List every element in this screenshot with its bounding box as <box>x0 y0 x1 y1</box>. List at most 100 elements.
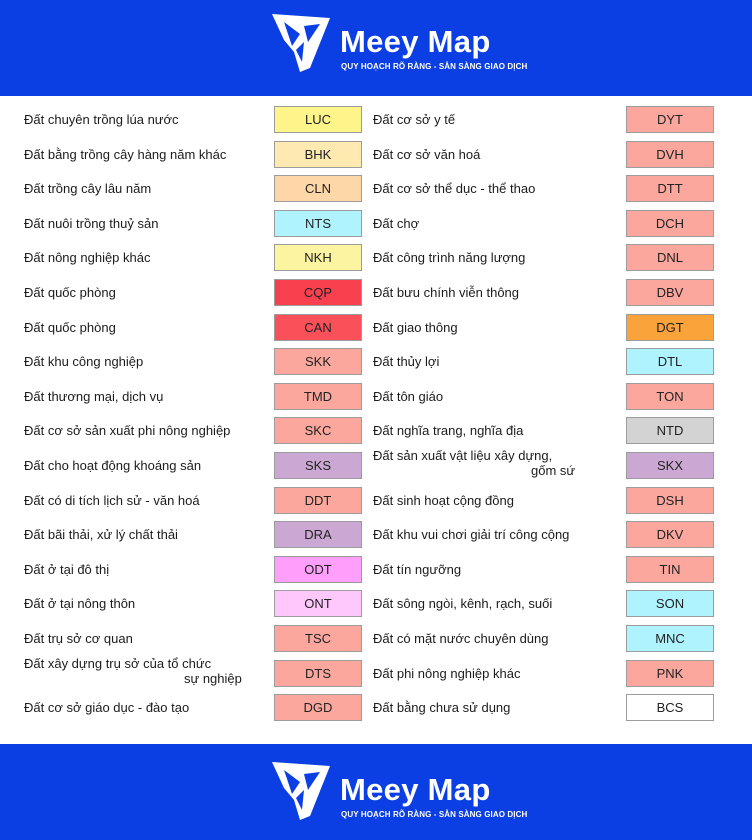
legend-label-text: Đất bưu chính viễn thông <box>373 285 520 300</box>
legend-label: Đất bằng chưa sử dụng <box>373 700 510 715</box>
legend-label-text: Đất có mặt nước chuyên dùng <box>373 631 549 646</box>
legend-swatch-dtl: DTL <box>626 348 714 376</box>
brand-name: Meey Map <box>340 772 491 807</box>
legend-label-text: Đất công trình năng lượng <box>373 250 526 266</box>
legend-swatch-nts: NTS <box>274 209 362 237</box>
legend-label-text: Đất quốc phòng <box>24 285 116 300</box>
header-banner: Meey Map QUY HOẠCH RÕ RÀNG - SẴN SÀNG GI… <box>0 0 752 96</box>
legend-label-text: Đất ở tại nông thôn <box>24 596 136 612</box>
legend-label: Đất nuôi trồng thuỷ sản <box>24 216 158 231</box>
legend-label-text: Đất bằng trồng cây hàng năm khác <box>24 146 227 162</box>
legend-swatch-nkh: NKH <box>274 244 362 272</box>
land-use-legend: Đất chuyên trồng lúa nước LUC Đất bằng trồ… <box>0 96 752 744</box>
legend-label-text: Đất bằng chưa sử dụng <box>373 700 511 716</box>
legend-swatch-tin: TIN <box>626 555 714 583</box>
legend-swatch-dgt: DGT <box>626 313 714 341</box>
legend-label: Đất xây dựng trụ sở của tổ chức sự nghiệp <box>24 656 242 686</box>
meey-logo-icon <box>272 14 330 72</box>
legend-label-text: Đất sông ngòi, kênh, rạch, suối <box>373 596 553 612</box>
brand-name: Meey Map <box>340 24 491 59</box>
legend-label: Đất bãi thải, xử lý chất thải <box>24 527 178 542</box>
legend-label-text: Đất xây dựng trụ sở của tổ chức <box>24 655 212 671</box>
legend-label-text: Đất trụ sở cơ quan <box>24 631 133 646</box>
legend-label-text: Đất có di tích lịch sử - văn hoá <box>24 492 200 508</box>
legend-label: Đất khu công nghiệp <box>24 354 143 369</box>
legend-label: Đất ở tại nông thôn <box>24 596 135 611</box>
legend-swatch-dgd: DGD <box>274 694 362 722</box>
legend-swatch-bcs: BCS <box>626 694 714 722</box>
legend-label: Đất thủy lợi <box>373 354 439 369</box>
legend-swatch-dts: DTS <box>274 659 362 687</box>
legend-swatch-son: SON <box>626 590 714 618</box>
legend-label: Đất giao thông <box>373 320 458 335</box>
legend-label-text: Đất chợ <box>373 215 420 231</box>
legend-label-text: Đất sản xuất vật liệu xây dựng, <box>373 448 553 463</box>
legend-label: Đất cơ sở văn hoá <box>373 147 480 162</box>
legend-swatch-bhk: BHK <box>274 140 362 168</box>
brand-logo: Meey Map QUY HOẠCH RÕ RÀNG - SẴN SÀNG GI… <box>270 12 527 92</box>
legend-label: Đất khu vui chơi giải trí công cộng <box>373 527 569 542</box>
legend-label: Đất sản xuất vật liệu xây dựng, gốm sứ <box>373 448 575 478</box>
legend-label: Đất chuyên trồng lúa nước <box>24 112 179 127</box>
brand-tagline: QUY HOẠCH RÕ RÀNG - SẴN SÀNG GIAO DỊCH <box>341 62 528 71</box>
legend-label-text-line2: sự nghiệp <box>184 670 242 686</box>
legend-swatch-luc: LUC <box>274 106 362 133</box>
legend-label: Đất có mặt nước chuyên dùng <box>373 631 549 646</box>
legend-swatch-sks: SKS <box>274 452 362 479</box>
legend-label-text: Đất nuôi trồng thuỷ sản <box>24 215 159 231</box>
legend-label-text: Đất sinh hoạt cộng đồng <box>373 492 514 508</box>
legend-swatch-odt: ODT <box>274 555 362 583</box>
legend-label-text: Đất nghĩa trang, nghĩa địa <box>373 423 524 439</box>
legend-swatch-dbv: DBV <box>626 279 714 306</box>
legend-label: Đất nghĩa trang, nghĩa địa <box>373 423 523 438</box>
legend-swatch-tmd: TMD <box>274 382 362 410</box>
legend-label-text: Đất khu công nghiệp <box>24 354 144 370</box>
legend-label: Đất chợ <box>373 216 419 231</box>
legend-swatch-cln: CLN <box>274 175 362 203</box>
legend-label: Đất bưu chính viễn thông <box>373 285 519 300</box>
legend-label-text: Đất tín ngưỡng <box>373 561 462 577</box>
legend-label: Đất quốc phòng <box>24 285 116 300</box>
legend-label-text: Đất cơ sở văn hoá <box>373 146 481 162</box>
legend-label: Đất cơ sở y tế <box>373 112 455 127</box>
legend-swatch-mnc: MNC <box>626 625 714 652</box>
legend-label: Đất có di tích lịch sử - văn hoá <box>24 493 200 508</box>
legend-swatch-can: CAN <box>274 313 362 341</box>
legend-swatch-pnk: PNK <box>626 659 714 687</box>
legend-swatch-ton: TON <box>626 382 714 410</box>
legend-label-text: Đất cho hoạt động khoáng sản <box>24 458 202 473</box>
legend-label: Đất phi nông nghiệp khác <box>373 666 520 681</box>
legend-label-text: Đất chuyên trồng lúa nước <box>24 112 179 127</box>
legend-label-text: Đất cơ sở sản xuất phi nông nghiệp <box>24 423 231 439</box>
legend-swatch-dsh: DSH <box>626 486 714 514</box>
legend-swatch-skk: SKK <box>274 348 362 376</box>
legend-swatch-dch: DCH <box>626 209 714 237</box>
legend-swatch-ddt: DDT <box>274 486 362 514</box>
legend-label: Đất trụ sở cơ quan <box>24 631 133 646</box>
meey-logo-icon <box>272 762 330 820</box>
legend-swatch-tsc: TSC <box>274 625 362 652</box>
legend-label-text: Đất thương mại, dịch vụ <box>24 388 164 404</box>
legend-swatch-skc: SKC <box>274 417 362 445</box>
legend-label-text: Đất cơ sở thể dục - thể thao <box>373 181 536 197</box>
legend-swatch-dnl: DNL <box>626 244 714 272</box>
legend-label-text: Đất bãi thải, xử lý chất thải <box>24 527 178 543</box>
legend-swatch-ont: ONT <box>274 590 362 618</box>
legend-label: Đất sinh hoạt cộng đồng <box>373 493 514 508</box>
legend-label: Đất nông nghiệp khác <box>24 250 150 265</box>
legend-swatch-dyt: DYT <box>626 106 714 133</box>
legend-swatch-dtt: DTT <box>626 175 714 203</box>
legend-label-text: Đất quốc phòng <box>24 319 116 335</box>
footer-banner: Meey Map QUY HOẠCH RÕ RÀNG - SẴN SÀNG GI… <box>0 744 752 840</box>
legend-label: Đất cho hoạt động khoáng sản <box>24 458 201 473</box>
legend-label: Đất cơ sở thể dục - thể thao <box>373 181 535 196</box>
legend-label-text: Đất giao thông <box>373 319 458 335</box>
legend-label-text: Đất phi nông nghiệp khác <box>373 665 521 681</box>
legend-label: Đất sông ngòi, kênh, rạch, suối <box>373 596 552 611</box>
legend-swatch-dvh: DVH <box>626 140 714 168</box>
legend-label: Đất thương mại, dịch vụ <box>24 389 163 404</box>
legend-label: Đất ở tại đô thị <box>24 562 109 577</box>
legend-swatch-cqp: CQP <box>274 279 362 306</box>
legend-swatch-dra: DRA <box>274 521 362 549</box>
legend-label: Đất cơ sở giáo dục - đào tạo <box>24 700 189 715</box>
